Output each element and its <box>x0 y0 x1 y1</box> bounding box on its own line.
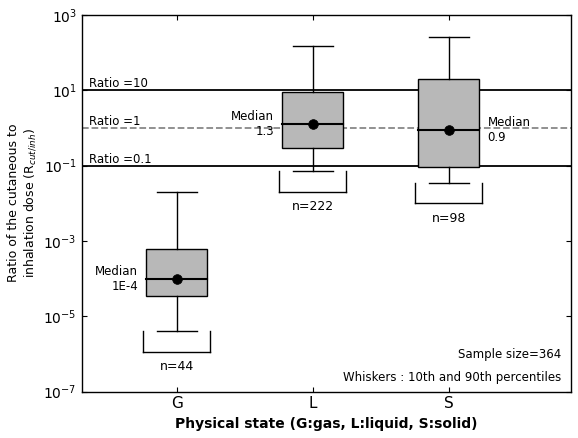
Text: Ratio =0.1: Ratio =0.1 <box>89 152 151 166</box>
Y-axis label: Ratio of the cutaneous to
inhalation dose (R$_{cut/inh}$): Ratio of the cutaneous to inhalation dos… <box>7 124 38 283</box>
Text: Median
1.3: Median 1.3 <box>231 110 274 138</box>
Text: n=44: n=44 <box>160 360 194 373</box>
X-axis label: Physical state (G:gas, L:liquid, S:solid): Physical state (G:gas, L:liquid, S:solid… <box>175 417 477 431</box>
Text: Whiskers : 10th and 90th percentiles: Whiskers : 10th and 90th percentiles <box>343 371 561 384</box>
Text: n=98: n=98 <box>432 212 466 225</box>
Text: Ratio =10: Ratio =10 <box>89 77 148 90</box>
Text: Ratio =1: Ratio =1 <box>89 115 140 128</box>
Text: Sample size=364: Sample size=364 <box>458 349 561 361</box>
Text: Median
0.9: Median 0.9 <box>487 116 531 144</box>
Bar <box>146 249 208 296</box>
Bar <box>282 92 343 148</box>
Bar <box>418 79 479 167</box>
Text: Median
1E-4: Median 1E-4 <box>95 265 138 293</box>
Text: n=222: n=222 <box>292 200 334 213</box>
